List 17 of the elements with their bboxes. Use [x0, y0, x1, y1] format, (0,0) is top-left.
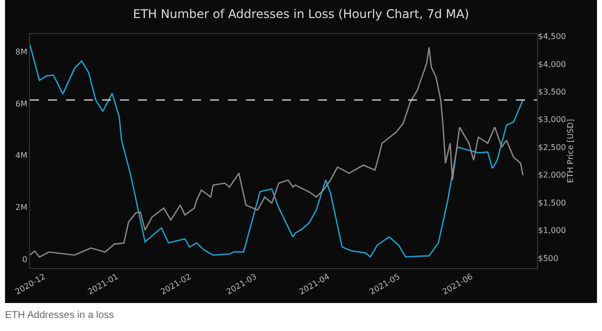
y2-tick-label: $2,500 [538, 142, 566, 152]
y-tick-label: 2M [15, 202, 28, 212]
y-tick-label: 6M [15, 99, 28, 108]
y2-tick-label: $3,500 [538, 87, 566, 96]
text: ETH Addresses in a loss [5, 310, 114, 321]
y2-tick-label: $1,500 [538, 198, 566, 208]
y2-axis-title: ETH Price [USD] [566, 119, 576, 183]
chart-title: ETH Number of Addresses in Loss (Hourly Chart, 7d MA) [132, 6, 470, 21]
y-tick-label: 0 [22, 254, 28, 264]
y-tick-label: 8M [15, 48, 28, 57]
y2-tick-label: $4,000 [538, 60, 566, 69]
y2-tick-label: $3,000 [538, 115, 566, 124]
y2-tick-label: $2,000 [538, 170, 566, 180]
y2-tick-label: $4,500 [538, 32, 566, 42]
y-tick-label: 4M [15, 151, 28, 160]
y2-tick-label: $1,000 [538, 226, 566, 236]
y2-tick-label: $500 [538, 254, 558, 263]
